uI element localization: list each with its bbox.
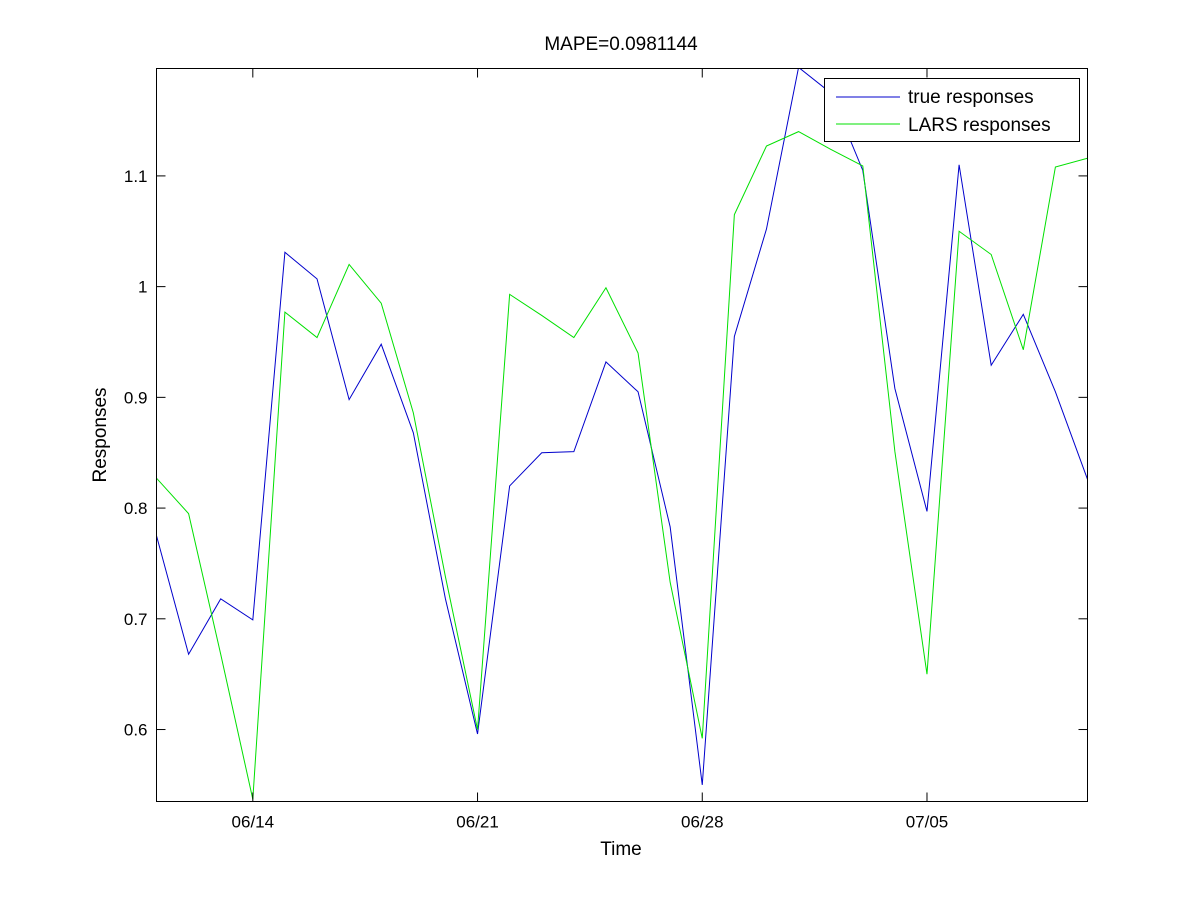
chart-title: MAPE=0.0981144 (544, 34, 698, 55)
x-axis-label: Time (600, 839, 642, 860)
x-tick-label: 06/28 (681, 813, 724, 832)
y-tick-label: 0.6 (124, 721, 148, 740)
y-tick-label: 1.1 (124, 167, 148, 186)
y-tick-label: 1 (138, 278, 147, 297)
y-tick-label: 0.7 (124, 610, 148, 629)
x-tick-label: 06/14 (232, 813, 275, 832)
series-line-lars-responses (156, 131, 1088, 800)
y-tick-label: 0.9 (124, 388, 148, 407)
legend: true responses LARS responses (824, 78, 1080, 142)
series-layer (156, 68, 1088, 800)
legend-label-true-responses: true responses (908, 87, 1034, 108)
y-tick-label: 0.8 (124, 499, 148, 518)
x-axis: 06/14 06/21 06/28 07/05 (232, 68, 949, 832)
legend-label-lars-responses: LARS responses (908, 115, 1051, 136)
plot-area-frame (156, 68, 1088, 802)
series-line-true-responses (156, 68, 1088, 785)
y-axis: 0.6 0.7 0.8 0.9 1 1.1 (124, 167, 1088, 740)
y-axis-label: Responses (90, 387, 111, 482)
x-tick-label: 07/05 (906, 813, 949, 832)
x-tick-label: 06/21 (456, 813, 499, 832)
legend-box (824, 78, 1080, 142)
